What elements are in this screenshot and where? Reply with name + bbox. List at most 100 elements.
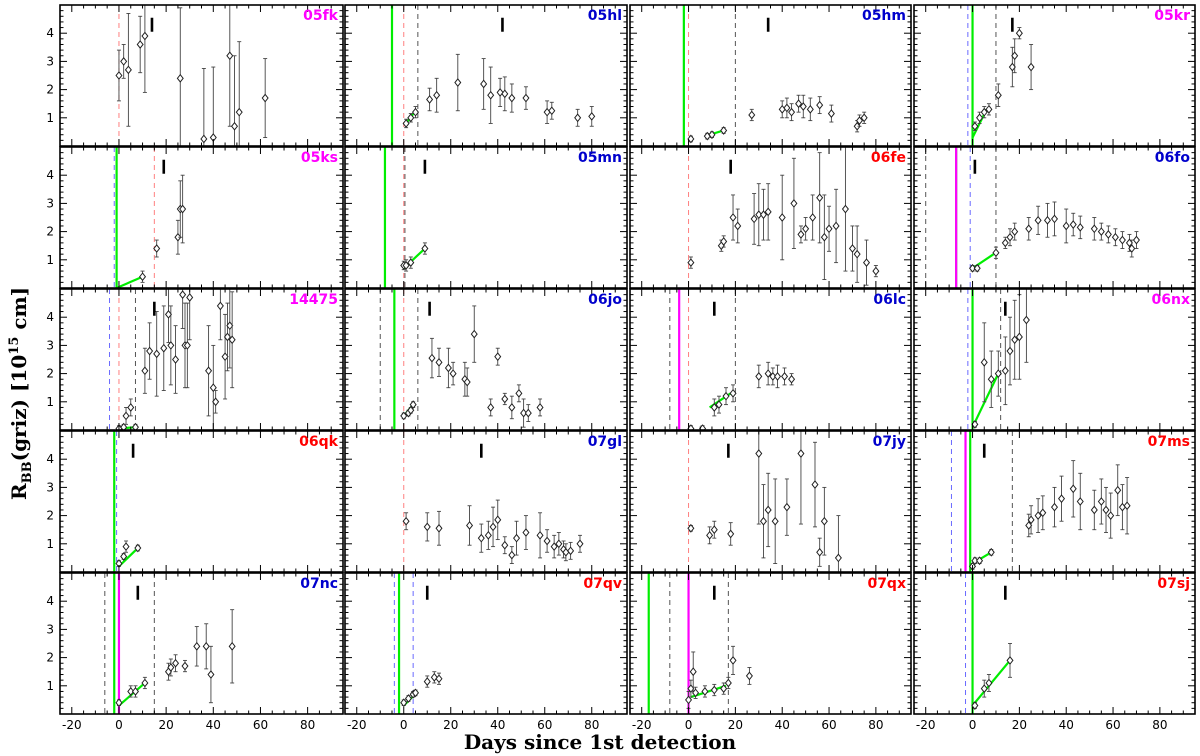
data-point	[1011, 51, 1019, 61]
data-point	[576, 539, 584, 549]
data-point	[1058, 494, 1066, 504]
data-point	[1015, 28, 1023, 38]
data-point	[774, 372, 782, 381]
data-point	[729, 656, 737, 665]
data-point	[994, 90, 1002, 100]
data-point	[555, 539, 563, 549]
y-tick-label: 2	[46, 651, 54, 665]
panel-05ks: 1 2 3 4 05ks	[46, 146, 344, 289]
panel-title: 07jy	[873, 434, 906, 450]
data-point	[574, 113, 582, 123]
data-point	[1102, 505, 1110, 515]
y-tick-label: 2	[46, 367, 54, 381]
data-point	[449, 369, 457, 379]
data-point	[841, 204, 849, 214]
data-point	[120, 552, 128, 561]
data-point	[1039, 508, 1047, 518]
data-point	[1114, 485, 1122, 495]
panel-title: 05ks	[301, 150, 338, 166]
x-tick-label: -20	[916, 718, 936, 730]
y-tick-label: 3	[46, 196, 54, 210]
data-point	[400, 411, 408, 421]
panel-title: 06fo	[1155, 150, 1191, 166]
y-tick-label: 4	[46, 452, 54, 466]
panel-07ms: 07ms	[913, 430, 1196, 573]
y-tick-label: 3	[46, 54, 54, 68]
x-tick-label: 60	[253, 718, 268, 730]
data-point	[1011, 227, 1019, 237]
data-point	[1025, 224, 1033, 234]
data-point	[536, 530, 544, 540]
data-point	[1011, 335, 1019, 345]
early-fit-line	[116, 275, 143, 288]
y-tick-label: 4	[46, 310, 54, 324]
data-point	[494, 352, 502, 362]
data-point	[421, 244, 429, 253]
data-point	[825, 224, 833, 234]
data-point	[720, 126, 728, 135]
data-point	[172, 355, 180, 364]
data-point	[745, 671, 753, 681]
data-point	[179, 204, 187, 214]
panel-title: 07qv	[583, 576, 622, 592]
data-point	[454, 78, 462, 87]
data-point	[160, 343, 168, 353]
data-point	[407, 113, 415, 123]
x-axis-label: Days since 1st detection	[463, 730, 737, 754]
y-tick-label: 2	[46, 225, 54, 239]
panel-05hl: 05hl	[344, 4, 628, 147]
x-tick-label: 40	[490, 718, 505, 730]
data-point	[115, 698, 123, 708]
data-point	[501, 394, 509, 404]
panel-07qx: -20 0 20 40 60 80 07qx	[629, 572, 912, 730]
panel-07sj: -20 0 20 40 60 80 07sj	[913, 572, 1196, 730]
data-point	[994, 369, 1002, 379]
panel-frame	[59, 146, 344, 289]
data-point	[200, 134, 208, 144]
data-point	[508, 403, 516, 412]
y-axis-label: RBB(griz) [1015 cm]	[7, 287, 34, 500]
data-point	[720, 237, 728, 246]
data-point	[1062, 221, 1070, 231]
data-point	[872, 266, 880, 276]
data-point	[402, 261, 410, 270]
data-point	[809, 213, 817, 222]
x-tick-label: 40	[775, 718, 790, 730]
data-point	[435, 674, 443, 684]
data-point	[536, 403, 544, 412]
data-point	[477, 533, 485, 543]
data-point	[176, 73, 184, 83]
data-point	[400, 698, 408, 708]
data-point	[722, 391, 730, 401]
panel-title: 07sj	[1157, 576, 1190, 592]
data-point	[127, 687, 135, 696]
panel-06qk: 1 2 3 4 06qk	[46, 430, 344, 573]
data-point	[508, 93, 516, 103]
data-point	[729, 213, 737, 222]
panel-frame	[344, 572, 628, 715]
data-point	[183, 340, 191, 350]
data-point	[435, 357, 443, 367]
data-point	[513, 533, 521, 543]
data-point	[141, 678, 149, 688]
data-point	[727, 529, 735, 539]
panel-06nx: 06nx	[913, 288, 1196, 431]
data-point	[430, 672, 438, 682]
data-point	[976, 556, 984, 566]
data-point	[181, 661, 189, 671]
data-point	[973, 263, 981, 273]
panel-frame	[913, 288, 1196, 431]
data-point	[708, 130, 716, 140]
data-point	[524, 408, 532, 418]
y-tick-label: 3	[46, 622, 54, 636]
data-point	[778, 213, 786, 222]
data-point	[193, 641, 201, 651]
panel-14475: 1 2 3 4 14475	[46, 288, 344, 431]
data-point	[207, 670, 215, 679]
data-point	[520, 408, 528, 418]
data-point	[402, 119, 410, 128]
data-point	[816, 193, 824, 203]
data-point	[226, 51, 234, 61]
data-point	[862, 258, 871, 268]
